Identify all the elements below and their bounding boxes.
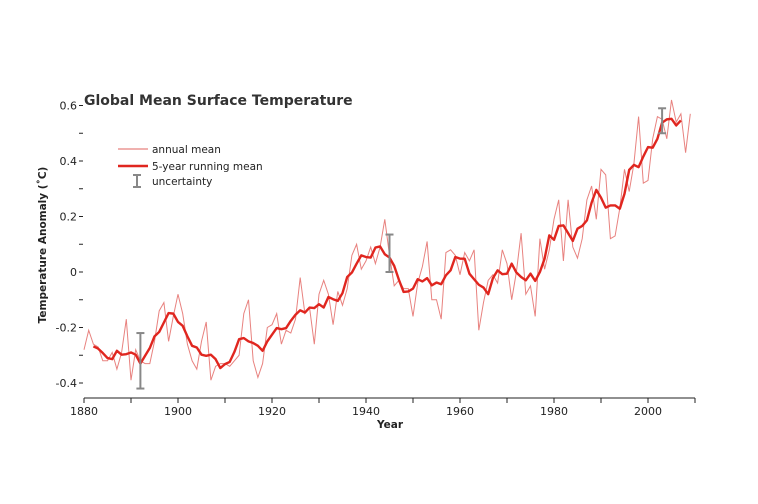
y-tick-label: 0.4 xyxy=(60,155,78,168)
chart-marks xyxy=(83,99,691,390)
y-tick-label: 0.6 xyxy=(60,100,78,113)
x-tick-label: 1900 xyxy=(164,405,192,418)
x-tick-label: 1880 xyxy=(70,405,98,418)
uncertainty-bar xyxy=(385,233,394,273)
x-tick-label: 1920 xyxy=(258,405,286,418)
legend: annual mean 5-year running mean uncertai… xyxy=(118,144,263,188)
chart-title: Global Mean Surface Temperature xyxy=(84,93,353,109)
annual-mean-line xyxy=(83,99,691,381)
legend-running-label: 5-year running mean xyxy=(152,161,263,173)
x-tick-label: 1980 xyxy=(540,405,568,418)
y-axis-title: Temperature Anomaly (˚C) xyxy=(37,167,49,324)
legend-uncertainty-label: uncertainty xyxy=(152,176,212,188)
x-tick-label: 1960 xyxy=(446,405,474,418)
legend-uncertainty-swatch xyxy=(133,174,141,188)
x-tick-label: 1940 xyxy=(352,405,380,418)
legend-annual-label: annual mean xyxy=(152,144,221,156)
running-mean-line xyxy=(92,117,682,370)
y-tick-label: -0.2 xyxy=(56,322,77,335)
axes: 1880 1900 1920 1940 1960 1980 2000 -0.4 -0.2 0 0.2… xyxy=(56,100,696,418)
x-tick-label: 2000 xyxy=(634,405,662,418)
y-tick-label: 0 xyxy=(70,266,77,279)
y-tick-label: 0.2 xyxy=(60,211,78,224)
uncertainty-bar xyxy=(136,332,145,390)
uncertainty-bar xyxy=(658,107,667,135)
x-axis-title: Year xyxy=(376,419,404,431)
y-tick-label: -0.4 xyxy=(56,377,77,390)
